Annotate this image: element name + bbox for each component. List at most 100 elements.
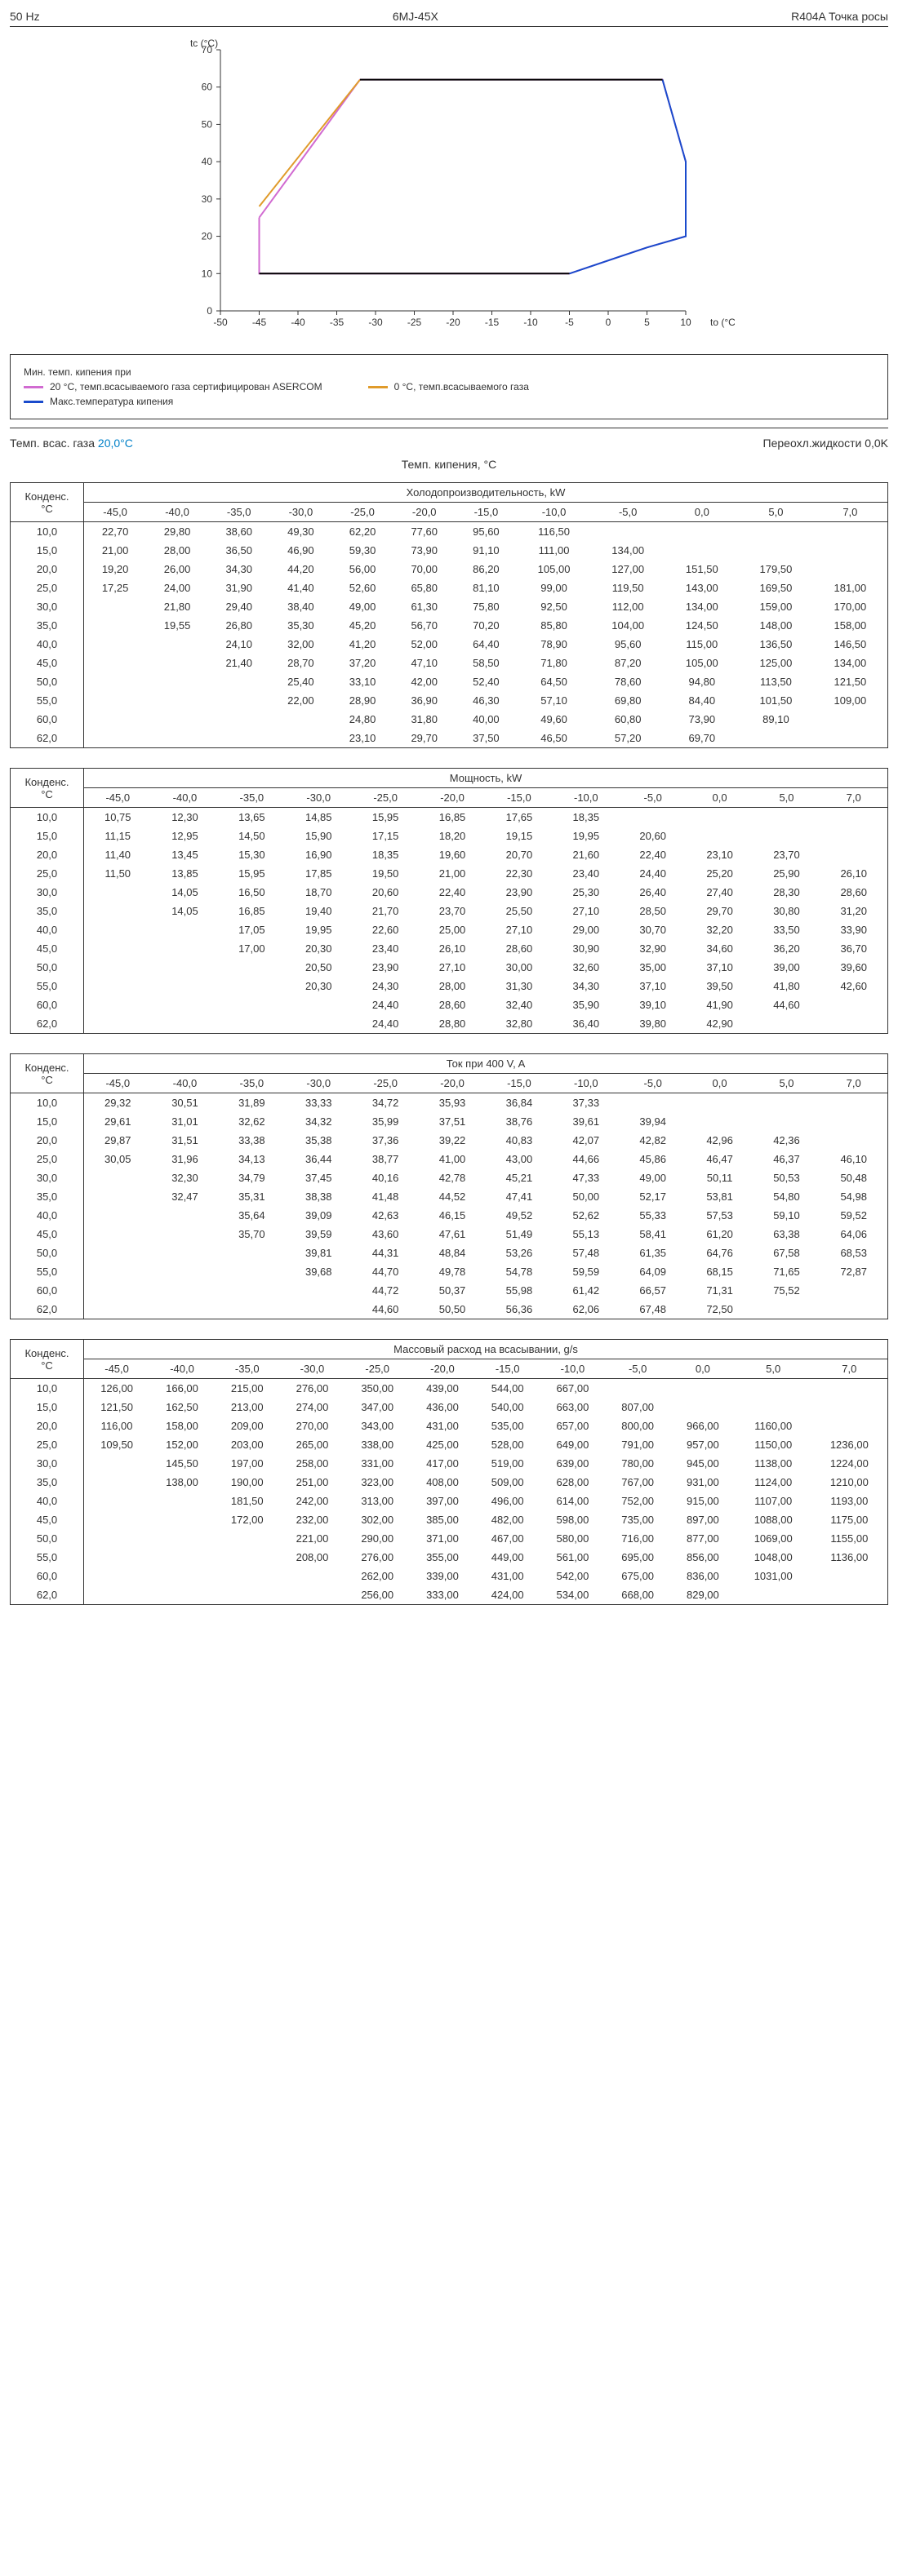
- data-cell: 11,40: [84, 845, 152, 864]
- data-cell: 561,00: [540, 1548, 606, 1567]
- table-row: 25,017,2524,0031,9041,4052,6065,8081,109…: [11, 579, 888, 597]
- data-cell: 121,50: [84, 1398, 150, 1417]
- data-cell: 614,00: [540, 1492, 606, 1510]
- data-cell: 39,09: [285, 1206, 352, 1225]
- data-cell: 21,00: [84, 541, 147, 560]
- row-header: 50,0: [11, 672, 84, 691]
- data-cell: 72,50: [687, 1300, 754, 1319]
- data-cell: 78,90: [517, 635, 591, 654]
- data-cell: [84, 729, 147, 748]
- data-cell: 42,00: [393, 672, 456, 691]
- data-cell: 47,61: [419, 1225, 486, 1244]
- data-cell: 16,50: [218, 883, 285, 902]
- data-cell: 22,30: [486, 864, 553, 883]
- data-cell: [146, 635, 208, 654]
- table-title: Ток при 400 V, A: [84, 1054, 888, 1074]
- data-cell: 791,00: [605, 1435, 670, 1454]
- data-cell: 40,16: [352, 1168, 419, 1187]
- table-row: 30,032,3034,7937,4540,1642,7845,2147,334…: [11, 1168, 888, 1187]
- col-header: -40,0: [152, 1074, 219, 1093]
- data-cell: 19,15: [486, 827, 553, 845]
- table-left-header: Конденс.°C: [11, 483, 84, 522]
- data-cell: 29,00: [553, 920, 620, 939]
- data-cell: 242,00: [280, 1492, 345, 1510]
- data-cell: 20,30: [285, 977, 352, 995]
- data-cell: 39,00: [754, 958, 820, 977]
- data-cell: 15,95: [352, 808, 419, 827]
- col-header: -15,0: [486, 788, 553, 808]
- data-cell: 44,60: [754, 995, 820, 1014]
- row-header: 10,0: [11, 808, 84, 827]
- data-cell: [84, 1262, 152, 1281]
- data-cell: 111,00: [517, 541, 591, 560]
- data-cell: 55,33: [620, 1206, 687, 1225]
- data-cell: [820, 808, 887, 827]
- data-cell: 59,10: [754, 1206, 820, 1225]
- data-cell: 37,33: [553, 1093, 620, 1113]
- data-cell: 931,00: [670, 1473, 736, 1492]
- table-row: 62,023,1029,7037,5046,5057,2069,70: [11, 729, 888, 748]
- data-cell: 179,50: [739, 560, 813, 579]
- data-cell: 431,00: [410, 1417, 475, 1435]
- data-cell: 105,00: [665, 654, 739, 672]
- data-cell: [620, 1093, 687, 1113]
- data-cell: 44,52: [419, 1187, 486, 1206]
- data-cell: 30,05: [84, 1150, 152, 1168]
- data-cell: 73,90: [665, 710, 739, 729]
- data-cell: 14,05: [152, 902, 219, 920]
- table-row: 60,024,4028,6032,4035,9039,1041,9044,60: [11, 995, 888, 1014]
- data-cell: 251,00: [280, 1473, 345, 1492]
- data-cell: 41,20: [331, 635, 393, 654]
- col-header: 0,0: [670, 1359, 736, 1379]
- data-cell: [820, 827, 887, 845]
- data-cell: 780,00: [605, 1454, 670, 1473]
- data-cell: 800,00: [605, 1417, 670, 1435]
- table-row: 55,0208,00276,00355,00449,00561,00695,00…: [11, 1548, 888, 1567]
- table-title: Холодопроизводительность, kW: [84, 483, 888, 503]
- data-cell: 190,00: [215, 1473, 280, 1492]
- data-cell: 35,00: [620, 958, 687, 977]
- data-cell: 836,00: [670, 1567, 736, 1585]
- data-cell: 20,70: [486, 845, 553, 864]
- data-cell: [591, 522, 665, 542]
- data-cell: 181,50: [215, 1492, 280, 1510]
- data-cell: 28,60: [419, 995, 486, 1014]
- row-header: 40,0: [11, 1492, 84, 1510]
- data-cell: 350,00: [345, 1379, 410, 1399]
- data-cell: 19,50: [352, 864, 419, 883]
- data-cell: [687, 1112, 754, 1131]
- header-center: 6MJ-45X: [393, 10, 438, 23]
- table-row: 62,044,6050,5056,3662,0667,4872,50: [11, 1300, 888, 1319]
- data-cell: 105,00: [517, 560, 591, 579]
- data-cell: 18,35: [553, 808, 620, 827]
- col-header: -10,0: [553, 1074, 620, 1093]
- col-header: -10,0: [553, 788, 620, 808]
- col-header: -35,0: [218, 788, 285, 808]
- data-cell: 20,50: [285, 958, 352, 977]
- data-cell: 663,00: [540, 1398, 606, 1417]
- data-cell: 41,48: [352, 1187, 419, 1206]
- data-cell: 897,00: [670, 1510, 736, 1529]
- col-header: -35,0: [218, 1074, 285, 1093]
- tables-container: Конденс.°CХолодопроизводительность, kW-4…: [10, 482, 888, 1605]
- data-cell: 26,80: [208, 616, 270, 635]
- data-cell: [152, 977, 219, 995]
- row-header: 15,0: [11, 827, 84, 845]
- row-header: 40,0: [11, 635, 84, 654]
- data-cell: [152, 939, 219, 958]
- col-header: -40,0: [146, 503, 208, 522]
- data-cell: 333,00: [410, 1585, 475, 1605]
- data-cell: [146, 691, 208, 710]
- data-table-3: Конденс.°CМассовый расход на всасывании,…: [10, 1339, 888, 1605]
- data-cell: 36,44: [285, 1150, 352, 1168]
- data-cell: [280, 1585, 345, 1605]
- data-cell: [218, 995, 285, 1014]
- data-cell: 221,00: [280, 1529, 345, 1548]
- data-cell: [811, 1585, 888, 1605]
- table-row: 15,021,0028,0036,5046,9059,3073,9091,101…: [11, 541, 888, 560]
- data-cell: 17,25: [84, 579, 147, 597]
- row-header: 50,0: [11, 1529, 84, 1548]
- data-cell: 1107,00: [736, 1492, 811, 1510]
- data-cell: 42,90: [687, 1014, 754, 1034]
- svg-text:-10: -10: [523, 317, 538, 328]
